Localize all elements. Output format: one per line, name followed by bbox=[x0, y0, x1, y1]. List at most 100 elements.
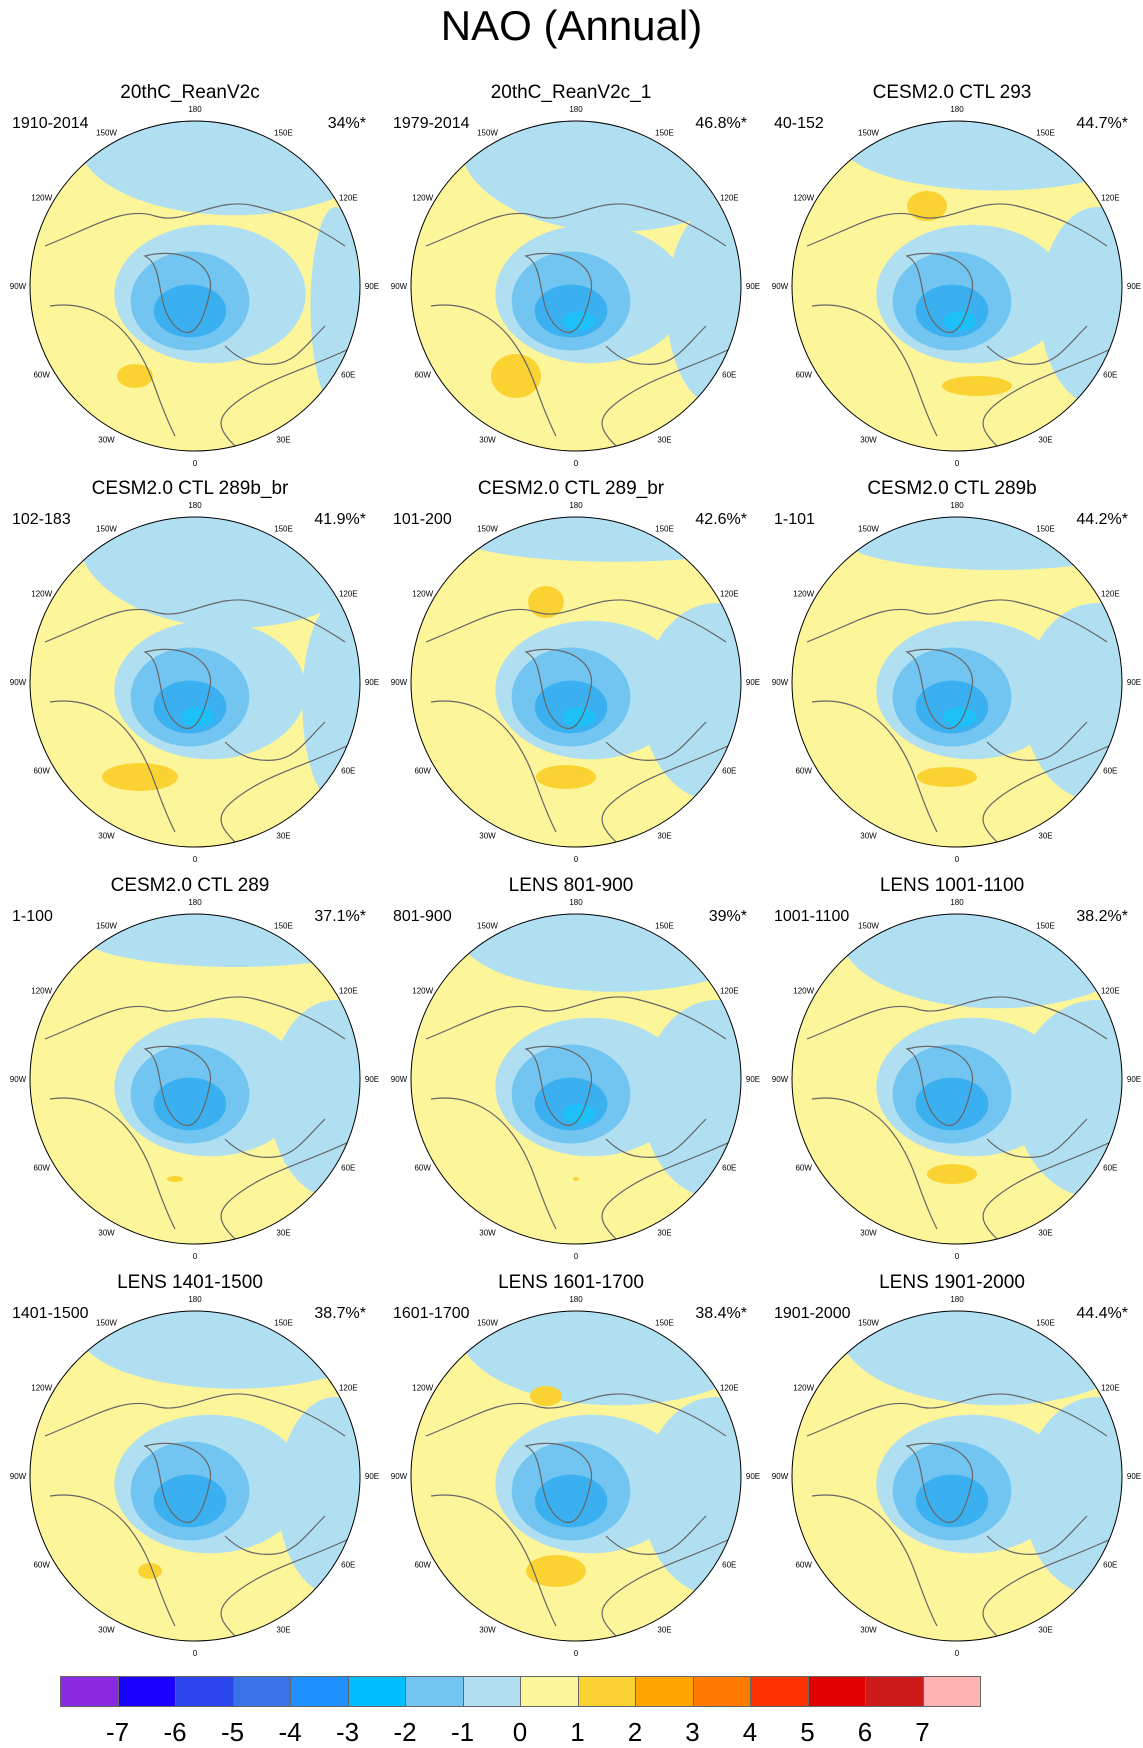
positive-anomaly bbox=[491, 354, 541, 398]
negative-field-pacific bbox=[840, 504, 1143, 570]
longitude-label: 180 bbox=[188, 1295, 202, 1304]
negative-core-deep bbox=[535, 1475, 608, 1528]
longitude-label: 30E bbox=[657, 435, 671, 444]
longitude-label: 120W bbox=[412, 987, 433, 996]
longitude-label: 0 bbox=[955, 459, 960, 468]
longitude-label: 0 bbox=[955, 1252, 960, 1261]
longitude-label: 120W bbox=[793, 590, 814, 599]
longitude-label: 60E bbox=[722, 1164, 736, 1173]
longitude-label: 150E bbox=[274, 525, 293, 534]
longitude-label: 90E bbox=[746, 678, 760, 687]
longitude-label: 150E bbox=[655, 129, 674, 138]
longitude-label: 90W bbox=[772, 282, 789, 291]
negative-field-pacific bbox=[459, 876, 773, 992]
longitude-label: 60W bbox=[33, 1561, 50, 1570]
longitude-label: 180 bbox=[950, 1295, 964, 1304]
colorbar-tick-label: -5 bbox=[208, 1717, 258, 1748]
longitude-label: 0 bbox=[574, 1252, 579, 1261]
longitude-label: 150W bbox=[96, 922, 117, 931]
longitude-label: 90E bbox=[746, 1075, 760, 1084]
longitude-label: 180 bbox=[188, 501, 202, 510]
longitude-label: 180 bbox=[569, 501, 583, 510]
longitude-label: 120E bbox=[339, 590, 358, 599]
longitude-label: 120E bbox=[1101, 590, 1120, 599]
longitude-label: 60W bbox=[795, 371, 812, 380]
colorbar-cell bbox=[233, 1676, 292, 1707]
positive-anomaly bbox=[573, 1177, 579, 1181]
negative-core-deep bbox=[154, 1475, 227, 1528]
longitude-label: 30W bbox=[860, 1228, 877, 1237]
longitude-label: 90W bbox=[391, 678, 408, 687]
colorbar-cell bbox=[463, 1676, 522, 1707]
colorbar-tick-label: 6 bbox=[840, 1717, 890, 1748]
longitude-label: 90E bbox=[1127, 1075, 1141, 1084]
longitude-label: 120E bbox=[1101, 194, 1120, 203]
longitude-label: 30E bbox=[276, 1625, 290, 1634]
longitude-label: 60W bbox=[33, 1164, 50, 1173]
longitude-label: 150E bbox=[274, 129, 293, 138]
positive-anomaly bbox=[942, 376, 1012, 396]
colorbar-cell bbox=[808, 1676, 867, 1707]
positive-anomaly bbox=[536, 765, 596, 789]
colorbar-tick-label: -6 bbox=[150, 1717, 200, 1748]
longitude-label: 0 bbox=[193, 855, 198, 864]
longitude-label: 30E bbox=[657, 1625, 671, 1634]
longitude-label: 180 bbox=[569, 1295, 583, 1304]
negative-core-deep bbox=[154, 1078, 227, 1131]
longitude-label: 30E bbox=[1038, 1625, 1052, 1634]
longitude-label: 0 bbox=[955, 1649, 960, 1658]
longitude-label: 30W bbox=[479, 1625, 496, 1634]
longitude-label: 60E bbox=[341, 767, 355, 776]
longitude-label: 60E bbox=[722, 767, 736, 776]
longitude-label: 0 bbox=[574, 459, 579, 468]
longitude-label: 0 bbox=[193, 1252, 198, 1261]
positive-anomaly bbox=[927, 1164, 977, 1184]
map-field bbox=[0, 1272, 393, 1667]
longitude-label: 150W bbox=[477, 1319, 498, 1328]
longitude-label: 180 bbox=[569, 105, 583, 114]
longitude-label: 90W bbox=[10, 678, 27, 687]
map-field bbox=[0, 875, 401, 1270]
colorbar-tick-label: 4 bbox=[725, 1717, 775, 1748]
negative-core-max bbox=[563, 1104, 596, 1124]
map-field bbox=[0, 446, 392, 873]
longitude-label: 30W bbox=[479, 831, 496, 840]
negative-core-max bbox=[563, 311, 596, 331]
longitude-label: 90W bbox=[772, 1472, 789, 1481]
colorbar-cell bbox=[923, 1676, 982, 1707]
longitude-label: 120W bbox=[31, 194, 52, 203]
colorbar-cell bbox=[865, 1676, 924, 1707]
longitude-label: 150W bbox=[477, 525, 498, 534]
map-field bbox=[0, 67, 392, 477]
longitude-label: 150E bbox=[1036, 1319, 1055, 1328]
longitude-label: 180 bbox=[569, 898, 583, 907]
map-field bbox=[762, 860, 1143, 1270]
longitude-label: 120W bbox=[31, 590, 52, 599]
longitude-label: 30W bbox=[860, 831, 877, 840]
negative-field-pacific bbox=[840, 92, 1143, 191]
colorbar-cell bbox=[750, 1676, 809, 1707]
longitude-label: 60E bbox=[341, 371, 355, 380]
longitude-label: 60W bbox=[414, 767, 431, 776]
longitude-label: 120E bbox=[720, 987, 739, 996]
longitude-label: 0 bbox=[193, 459, 198, 468]
longitude-label: 180 bbox=[188, 105, 202, 114]
negative-core-max bbox=[944, 311, 977, 331]
longitude-label: 0 bbox=[955, 855, 960, 864]
longitude-label: 90W bbox=[10, 282, 27, 291]
longitude-label: 30E bbox=[1038, 831, 1052, 840]
map-field bbox=[762, 82, 1143, 477]
longitude-label: 30W bbox=[479, 435, 496, 444]
longitude-label: 30W bbox=[98, 1625, 115, 1634]
longitude-label: 0 bbox=[193, 1649, 198, 1658]
longitude-label: 90W bbox=[772, 678, 789, 687]
